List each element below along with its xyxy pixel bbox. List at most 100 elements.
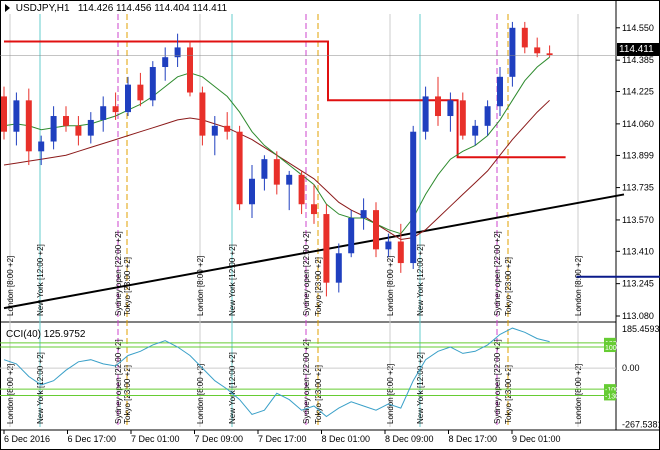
session-label: Tokyo [23:00 +2] [504,257,513,316]
price-tick-label: 113.080 [622,311,654,321]
time-tick-label: 8 Dec 01:00 [322,434,371,444]
time-tick-label: 7 Dec 09:00 [195,434,244,444]
candle-body [273,159,280,185]
candle-body [63,116,69,126]
cci-line [3,327,550,418]
candle-body [298,174,305,205]
candle-body [87,119,94,136]
time-tick-label: 6 Dec 2016 [4,434,50,444]
session-label: New York [12:00 +2] [228,244,237,316]
chart-title-bar: USDJPY,H1 114.426 114.456 114.404 114.41… [5,3,227,14]
price-tick-label: 113.410 [622,246,654,256]
session-label-cci: Sydney open [22:00 +2] [493,339,502,424]
price-tick-label: 113.899 [622,150,654,160]
session-label-cci: London [8:00 +2] [6,364,15,424]
candle-body [397,241,404,264]
cci-level-label: -130 [605,393,619,400]
candle-body [521,27,528,48]
session-label-cci: London [8:00 +2] [574,364,583,424]
session-label: Sydney open [22:00 +2] [302,231,311,316]
candle-body [50,116,57,142]
price-tick-label: 114.385 [622,55,654,65]
candle-body [348,217,355,254]
candle-body [236,131,243,205]
session-label-cci: Tokyo [23:00 +2] [314,365,323,424]
cci-level-box [604,390,616,401]
session-label: Tokyo [23:00 +2] [123,257,132,316]
candle-body [323,214,330,283]
symbol-triangle-icon [5,4,10,13]
session-label: Sydney open [22:00 +2] [493,231,502,316]
candle-body [174,47,181,58]
session-label-cci: Tokyo [23:00 +2] [504,365,513,424]
candle-body [534,47,541,54]
cci-level-box [604,342,616,353]
candle-body [410,131,417,264]
cci-axis-label: -267.5381 [622,419,660,429]
price-tick-label: 114.550 [622,23,654,33]
candle-body [459,100,466,136]
time-tick-label: 6 Dec 17:00 [68,434,117,444]
candle-body [435,96,441,117]
cci-axis-label: 0.00 [622,363,640,373]
cci-axis-label: 185.4593 [622,324,660,334]
candle-body [335,253,342,283]
candle-body [447,100,454,117]
candle-body [546,53,553,56]
session-label-cci: Sydney open [22:00 +2] [302,339,311,424]
candle-body [224,125,231,132]
candle-body [1,96,7,132]
price-tick-label: 113.245 [622,279,654,289]
session-label: London [8:00 +2] [196,256,205,316]
candle-body [484,106,491,126]
candle-body [75,125,82,136]
session-label: New York [12:00 +2] [416,244,425,316]
cci-level-label: 100 [605,345,617,352]
session-label: New York [12:00 +2] [36,244,45,316]
session-label-cci: London [8:00 +2] [386,364,395,424]
candle-body [422,96,429,132]
candle-body [100,106,107,120]
candle-body [13,100,20,132]
time-tick-label: 8 Dec 09:00 [385,434,434,444]
session-label-cci: Tokyo [23:00 +2] [123,365,132,424]
session-label-cci: London [8:00 +2] [196,364,205,424]
candle-body [360,210,367,218]
candle-body [249,178,255,205]
time-tick-label: 9 Dec 01:00 [512,434,561,444]
candle-body [162,57,169,68]
candle-body [187,47,193,93]
price-tick-label: 114.225 [622,87,654,97]
ohlc-readout: 114.426 114.456 114.404 114.411 [77,3,228,14]
candle-body [149,67,156,101]
session-label-cci: Sydney open [22:00 +2] [114,339,123,424]
red-step-line [4,40,566,159]
session-label: Tokyo [23:00 +2] [314,257,323,316]
candle-body [261,159,268,179]
session-label: London [8:00 +2] [574,256,583,316]
blue-step-line [576,275,660,278]
session-label-cci: New York [12:00 +2] [416,352,425,424]
candle-body [286,174,293,185]
candle-body [385,241,392,250]
candle-body [373,210,379,250]
candle-body [509,27,516,77]
symbol-title: USDJPY,H1 [15,3,70,14]
time-tick-label: 7 Dec 01:00 [131,434,180,444]
candle-body [137,84,144,101]
time-tick-label: 8 Dec 17:00 [449,434,498,444]
session-label: London [8:00 +2] [386,256,395,316]
session-label-cci: New York [12:00 +2] [36,352,45,424]
candle-body [311,204,317,215]
candle-body [38,141,45,152]
candle-body [211,125,218,136]
price-tick-label: 114.060 [622,119,654,129]
trendline [3,193,625,310]
session-label: London [8:00 +2] [6,256,15,316]
current-price-tag: 114.411 [617,43,660,56]
candle-body [199,92,206,136]
candle-body [112,106,119,113]
